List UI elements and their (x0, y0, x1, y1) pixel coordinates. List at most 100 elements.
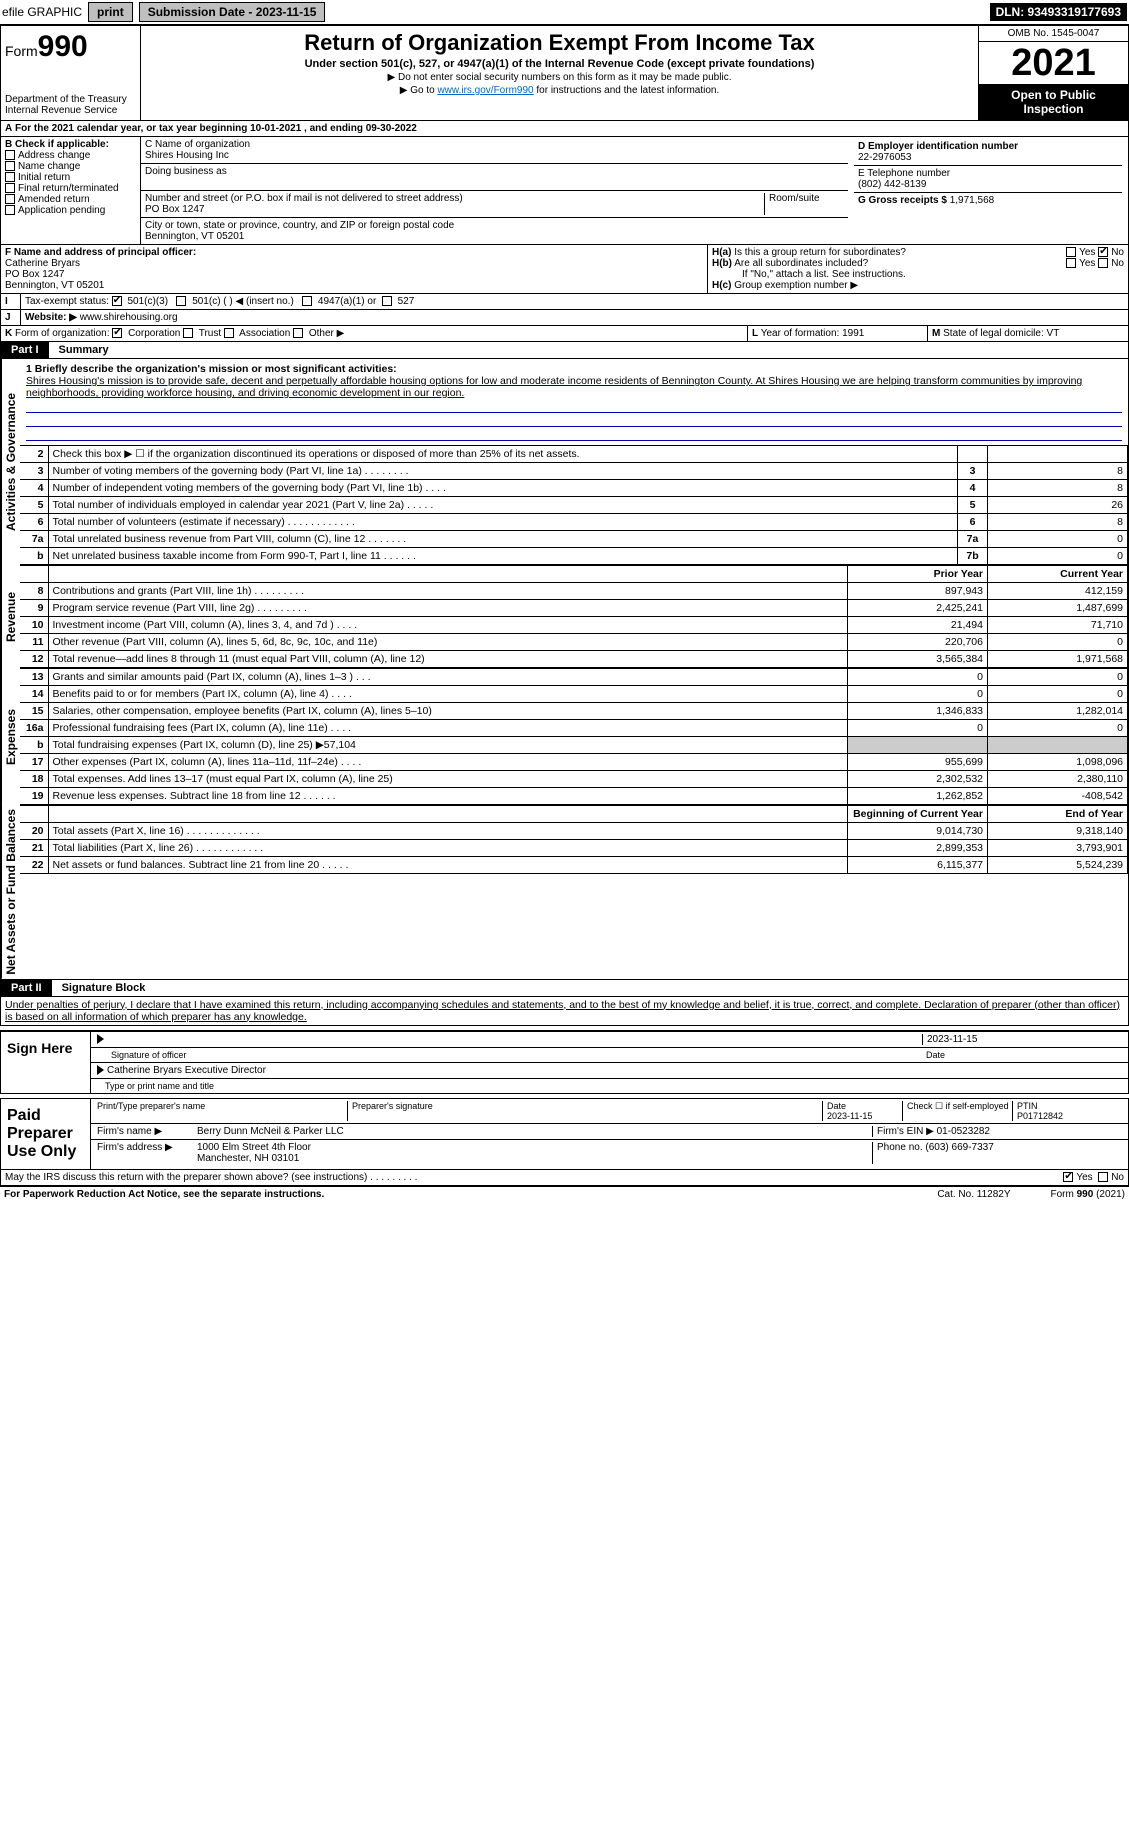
G-label: G Gross receipts $ (858, 195, 947, 206)
checkbox-final-return[interactable] (5, 183, 15, 193)
officer-signature-field[interactable] (107, 1034, 922, 1045)
curr-16a: 0 (988, 720, 1128, 737)
ein-value: 22-2976053 (858, 152, 911, 163)
firm-phone-header: Phone no. (877, 1142, 923, 1153)
opt-other: Other ▶ (309, 328, 344, 339)
checkbox-address-change[interactable] (5, 150, 15, 160)
checkbox-trust[interactable] (183, 328, 193, 338)
form-no: 990 (38, 30, 88, 63)
line-3: Number of voting members of the governin… (48, 463, 958, 480)
val-7a: 0 (988, 531, 1128, 548)
paid-preparer-block: Paid Preparer Use Only Print/Type prepar… (0, 1098, 1129, 1170)
D-label: D Employer identification number (858, 141, 1018, 152)
curr-19: -408,542 (988, 788, 1128, 805)
firm-addr-header: Firm's address ▶ (97, 1142, 197, 1164)
phone-value: (802) 442-8139 (858, 179, 926, 190)
checkbox-Ha-yes[interactable] (1066, 247, 1076, 257)
prior-17: 955,699 (848, 754, 988, 771)
submission-date-button[interactable]: Submission Date - 2023-11-15 (139, 2, 326, 22)
opt-pending: Application pending (18, 205, 105, 216)
curr-17: 1,098,096 (988, 754, 1128, 771)
checkbox-initial-return[interactable] (5, 172, 15, 182)
opt-assoc: Association (239, 328, 290, 339)
row-discuss: May the IRS discuss this return with the… (0, 1170, 1129, 1186)
opt-501c: 501(c) ( ) ◀ (insert no.) (192, 296, 294, 307)
checkbox-discuss-yes[interactable] (1063, 1172, 1073, 1182)
line-8: Contributions and grants (Part VIII, lin… (48, 583, 848, 600)
row-A: A For the 2021 calendar year, or tax yea… (0, 121, 1129, 137)
H-note: If "No," attach a list. See instructions… (712, 269, 906, 280)
form-header: Form990 Department of the Treasury Inter… (0, 24, 1129, 121)
opt-trust: Trust (199, 328, 221, 339)
L-label: Year of formation: (761, 328, 840, 339)
checkbox-corp[interactable] (112, 328, 122, 338)
row-BCDEG: B Check if applicable: Address change Na… (0, 137, 1129, 245)
checkbox-527[interactable] (382, 296, 392, 306)
B-label: B Check if applicable: (5, 139, 109, 150)
room-label: Room/suite (769, 193, 820, 204)
period-text: A For the 2021 calendar year, or tax yea… (1, 121, 1128, 136)
end-22: 5,524,239 (988, 857, 1128, 874)
sidelabel-revenue: Revenue (1, 565, 20, 668)
checkbox-discuss-no[interactable] (1098, 1172, 1108, 1182)
sign-here-label: Sign Here (1, 1032, 91, 1093)
irs-link[interactable]: www.irs.gov/Form990 (437, 85, 533, 96)
firm-name-value: Berry Dunn McNeil & Parker LLC (197, 1126, 872, 1137)
checkbox-4947[interactable] (302, 296, 312, 306)
checkbox-name-change[interactable] (5, 161, 15, 171)
curr-15: 1,282,014 (988, 703, 1128, 720)
line-13: Grants and similar amounts paid (Part IX… (48, 669, 848, 686)
checkbox-Ha-no[interactable] (1098, 247, 1108, 257)
opt-501c3: 501(c)(3) (127, 296, 168, 307)
curr-8: 412,159 (988, 583, 1128, 600)
val-6: 8 (988, 514, 1128, 531)
part2-title: Signature Block (52, 980, 1128, 996)
line-7b: Net unrelated business taxable income fr… (48, 548, 958, 565)
checkbox-other[interactable] (293, 328, 303, 338)
line-21: Total liabilities (Part X, line 26) . . … (48, 840, 848, 857)
signature-date: 2023-11-15 (922, 1034, 1122, 1045)
firm-addr2: Manchester, NH 03101 (197, 1153, 299, 1164)
dba-label: Doing business as (145, 166, 227, 177)
line-15: Salaries, other compensation, employee b… (48, 703, 848, 720)
discuss-no: No (1111, 1172, 1124, 1183)
org-name: Shires Housing Inc (145, 150, 229, 161)
part1-title: Summary (49, 342, 1128, 358)
line-19: Revenue less expenses. Subtract line 18 … (48, 788, 848, 805)
val-5: 26 (988, 497, 1128, 514)
ptin-header: PTIN (1017, 1101, 1038, 1111)
curr-11: 0 (988, 634, 1128, 651)
no-label: No (1111, 247, 1124, 258)
checkbox-Hb-yes[interactable] (1066, 258, 1076, 268)
checkbox-Hb-no[interactable] (1098, 258, 1108, 268)
curr-9: 1,487,699 (988, 600, 1128, 617)
grid-expenses: 13Grants and similar amounts paid (Part … (20, 668, 1128, 805)
line-17: Other expenses (Part IX, column (A), lin… (48, 754, 848, 771)
gross-receipts: 1,971,568 (950, 195, 995, 206)
curr-10: 71,710 (988, 617, 1128, 634)
checkbox-pending[interactable] (5, 205, 15, 215)
checkbox-501c[interactable] (176, 296, 186, 306)
form-footer: Form 990 (2021) (1051, 1189, 1125, 1200)
print-button[interactable]: print (88, 2, 133, 22)
open-to-public: Open to Public Inspection (979, 84, 1128, 120)
grid-revenue: Prior YearCurrent Year 8Contributions an… (20, 565, 1128, 668)
curr-12: 1,971,568 (988, 651, 1128, 668)
grid-netassets: Beginning of Current YearEnd of Year 20T… (20, 805, 1128, 874)
sidelabel-expenses: Expenses (1, 668, 20, 805)
checkbox-assoc[interactable] (224, 328, 234, 338)
checkbox-amended[interactable] (5, 194, 15, 204)
pointer-icon-2 (97, 1065, 104, 1075)
line-10: Investment income (Part VIII, column (A)… (48, 617, 848, 634)
firm-phone-value: (603) 669-7337 (925, 1142, 993, 1153)
hdr-beg: Beginning of Current Year (848, 806, 988, 823)
subtitle-1: Under section 501(c), 527, or 4947(a)(1)… (145, 58, 974, 70)
date-label: Date (922, 1050, 1122, 1060)
checkbox-501c3[interactable] (112, 296, 122, 306)
city-value: Bennington, VT 05201 (145, 231, 244, 242)
firm-name-header: Firm's name ▶ (97, 1126, 197, 1137)
val-4: 8 (988, 480, 1128, 497)
sidelabel-net: Net Assets or Fund Balances (1, 805, 20, 979)
prior-14: 0 (848, 686, 988, 703)
typed-name: Catherine Bryars Executive Director (107, 1065, 266, 1076)
